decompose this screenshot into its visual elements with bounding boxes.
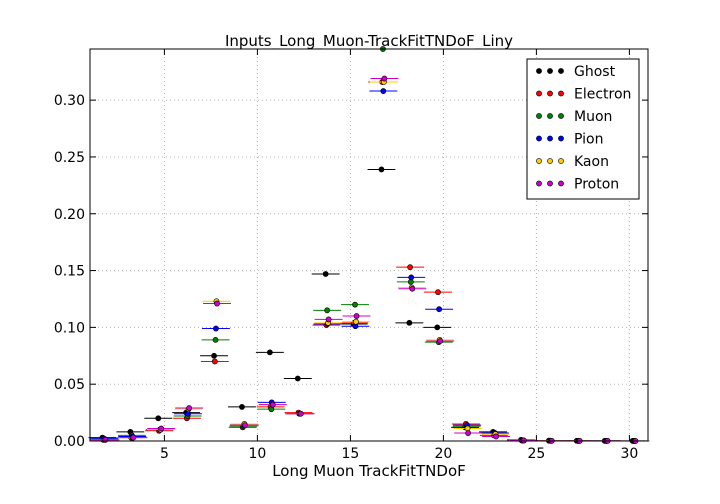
data-point [353, 313, 360, 319]
legend-marker [558, 113, 564, 119]
legend-marker [547, 113, 553, 119]
data-point [325, 316, 332, 323]
axis-ticks: 5 10 15 20 25 30 0.00 0.05 0.10 0.15 0.20 0.25 0.30 [54, 49, 648, 462]
data-point [493, 433, 499, 440]
legend-marker [547, 90, 553, 97]
data-point [353, 318, 359, 325]
data-point [322, 271, 329, 277]
legend-item-proton: Proton [536, 177, 619, 193]
data-point [239, 404, 245, 410]
legend-label: Muon [574, 109, 612, 125]
data-point [158, 425, 165, 432]
y-tick-label: 0.00 [54, 434, 85, 450]
x-tick-label: 5 [160, 446, 169, 462]
legend-label: Pion [574, 132, 603, 148]
data-point [352, 301, 358, 308]
legend-marker [547, 180, 553, 187]
data-point [211, 358, 218, 365]
legend-item-ghost: Ghost [536, 64, 616, 80]
legend-item-electron: Electron [536, 87, 631, 103]
axes-frame [89, 48, 649, 442]
legend-marker [547, 158, 553, 164]
y-tick-label: 0.30 [54, 93, 85, 109]
data-point [297, 410, 304, 417]
chart-title: Inputs_Long_Muon-TrackFitTNDoF_Liny [225, 32, 513, 51]
data-point [130, 434, 137, 441]
data-point [436, 306, 443, 313]
data-point [155, 415, 162, 422]
data-points [88, 46, 650, 444]
data-point [242, 422, 248, 428]
data-point [214, 300, 220, 307]
y-tick-label: 0.25 [54, 150, 85, 166]
legend-label: Electron [574, 87, 631, 103]
data-point [409, 285, 416, 292]
data-point [407, 264, 414, 271]
data-point [434, 324, 441, 331]
legend-label: Kaon [574, 154, 609, 170]
data-point [324, 307, 331, 314]
data-point [378, 166, 385, 173]
legend-marker [536, 158, 542, 164]
y-tick-label: 0.05 [54, 377, 85, 393]
legend-marker [558, 158, 564, 164]
x-tick-label: 25 [527, 446, 545, 462]
x-tick-label: 15 [341, 446, 359, 462]
y-tick-label: 0.15 [54, 264, 85, 280]
legend-item-pion: Pion [536, 132, 603, 148]
legend-box [526, 58, 640, 200]
data-point [465, 430, 472, 436]
legend-marker [558, 135, 564, 142]
x-axis-label: Long Muon TrackFitTNDoF [272, 462, 466, 480]
data-point [212, 336, 219, 343]
data-point [213, 325, 219, 332]
legend-item-muon: Muon [536, 109, 612, 125]
data-point [406, 319, 413, 326]
data-point [294, 375, 301, 382]
legend-marker [547, 68, 553, 74]
data-point [437, 338, 444, 344]
x-tick-label: 20 [434, 446, 452, 462]
legend-marker [536, 135, 542, 142]
legend: Ghost Electron Muon Pion Kaon Proton [526, 58, 640, 200]
data-point [408, 274, 415, 281]
legend-marker [536, 90, 542, 97]
legend-marker [558, 180, 564, 187]
y-tick-label: 0.10 [54, 320, 85, 336]
legend-marker [547, 135, 553, 142]
data-point [269, 401, 276, 408]
legend-marker [536, 113, 542, 119]
data-point [381, 75, 388, 82]
x-tick-label: 10 [248, 446, 266, 462]
legend-label: Proton [574, 177, 619, 193]
data-point [266, 349, 273, 356]
data-point [186, 405, 193, 411]
legend-marker [536, 68, 542, 74]
data-point [435, 289, 441, 296]
data-point [102, 436, 109, 443]
x-tick-label: 30 [620, 446, 638, 462]
data-point [380, 88, 387, 94]
y-tick-label: 0.20 [54, 207, 85, 223]
legend-marker [558, 68, 564, 74]
legend-marker [536, 180, 542, 187]
legend-marker [558, 90, 564, 97]
data-point [211, 352, 217, 359]
legend-label: Ghost [574, 64, 616, 80]
legend-item-kaon: Kaon [536, 154, 609, 170]
